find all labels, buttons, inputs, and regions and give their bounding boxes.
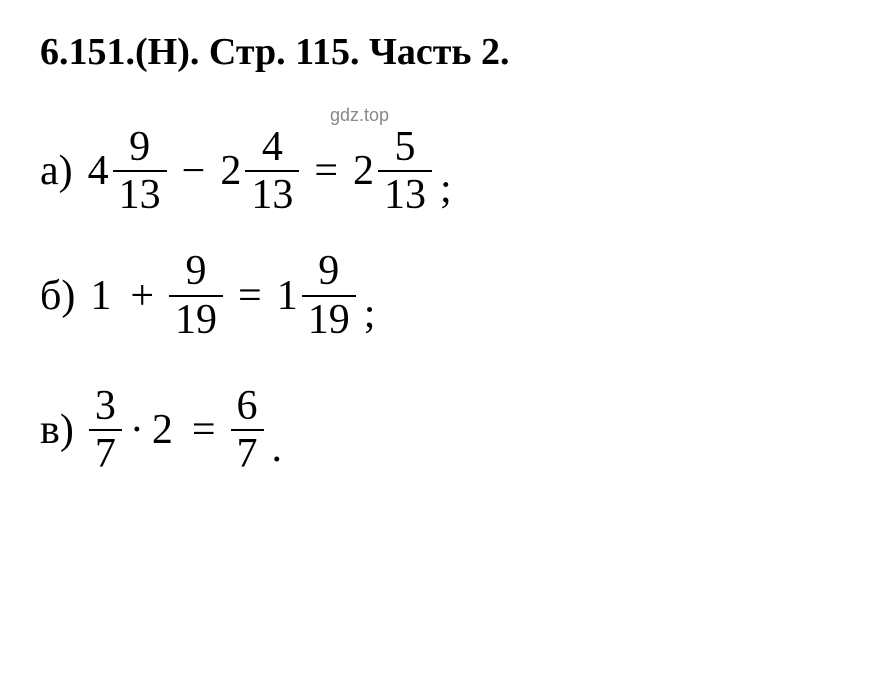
mixed-number: 1 9 19 <box>277 248 356 342</box>
equals-sign: = <box>314 150 338 192</box>
whole-part: 2 <box>353 150 374 192</box>
numerator: 9 <box>312 248 345 294</box>
terminator: ; <box>364 293 376 335</box>
fraction: 9 13 <box>113 124 167 218</box>
denominator: 7 <box>89 429 122 477</box>
page-reference: Стр. 115. <box>209 31 360 73</box>
page-header: 6.151.(Н). Стр. 115. Часть 2. <box>40 30 832 74</box>
denominator: 13 <box>113 170 167 218</box>
equation-label: в) <box>40 409 74 451</box>
equals-sign: = <box>238 275 262 317</box>
mixed-number: 2 4 13 <box>220 124 299 218</box>
numerator: 9 <box>123 124 156 170</box>
whole-part: 1 <box>277 275 298 317</box>
denominator: 13 <box>378 170 432 218</box>
whole-part: 2 <box>220 150 241 192</box>
whole-part: 1 <box>90 275 111 317</box>
watermark-text: gdz.top <box>330 106 389 124</box>
terminator: . <box>272 427 283 469</box>
mixed-number: 4 9 13 <box>88 124 167 218</box>
equation-c: в) 3 7 · 2 = 6 7 . <box>40 383 832 477</box>
fraction: 5 13 <box>378 124 432 218</box>
denominator: 13 <box>245 170 299 218</box>
fraction: 4 13 <box>245 124 299 218</box>
equation-label: а) <box>40 150 73 192</box>
mixed-number: 2 5 13 <box>353 124 432 218</box>
fraction: 9 19 <box>302 248 356 342</box>
numerator: 4 <box>256 124 289 170</box>
equation-b: б) 1 + 9 19 = 1 9 19 ; <box>40 248 832 342</box>
denominator: 19 <box>169 295 223 343</box>
operator: + <box>130 275 154 317</box>
equation-a: а) 4 9 13 − 2 4 13 = 2 5 13 ; gdz.top <box>40 124 832 218</box>
problem-number: 6.151.(Н). <box>40 31 199 73</box>
whole-part: 4 <box>88 150 109 192</box>
whole-part: 2 <box>152 409 173 451</box>
operator: − <box>182 150 206 192</box>
part-label: Часть 2. <box>369 31 510 73</box>
equation-label: б) <box>40 275 75 317</box>
denominator: 19 <box>302 295 356 343</box>
fraction: 3 7 <box>89 383 122 477</box>
equals-sign: = <box>192 409 216 451</box>
numerator: 3 <box>89 383 122 429</box>
denominator: 7 <box>231 429 264 477</box>
operator: · <box>130 409 144 451</box>
numerator: 9 <box>180 248 213 294</box>
numerator: 5 <box>389 124 422 170</box>
fraction: 6 7 <box>231 383 264 477</box>
numerator: 6 <box>231 383 264 429</box>
terminator: ; <box>440 168 452 210</box>
fraction: 9 19 <box>169 248 223 342</box>
